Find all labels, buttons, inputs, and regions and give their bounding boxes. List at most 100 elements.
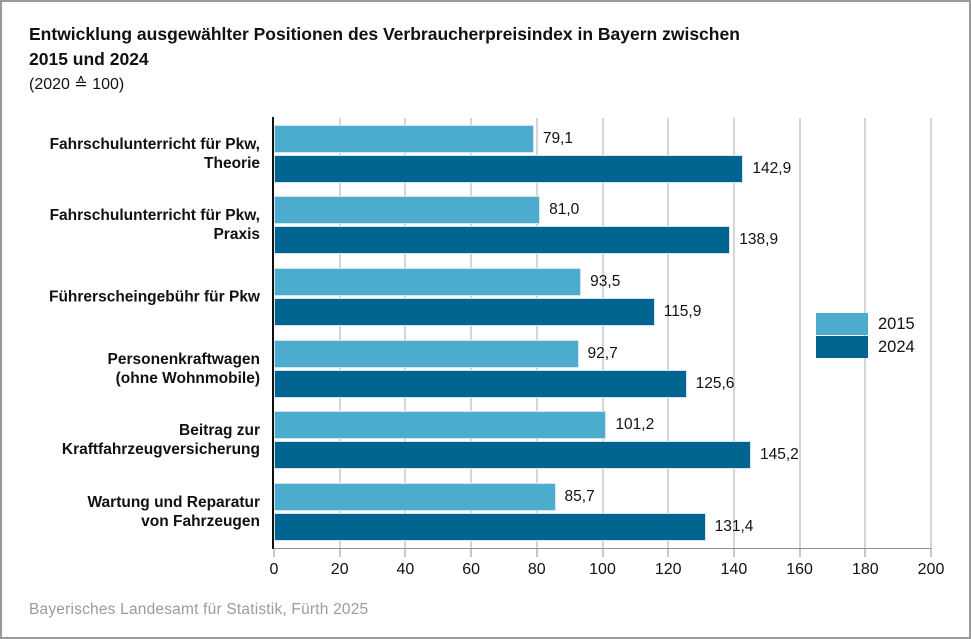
bar-2024	[274, 154, 744, 183]
legend: 2015 2024	[816, 313, 915, 359]
x-axis: 0 20 40 60 80 100 120 140 160 180 200	[270, 548, 944, 582]
chart-subtitle: (2020 ≙ 100)	[29, 76, 125, 93]
bar-line: 81,0	[274, 196, 931, 225]
bar-pair: 93,5 115,9	[274, 261, 931, 333]
bar-group: Personenkraftwagen (ohne Wohnmobile) 92,7 1…	[108, 333, 931, 405]
bar-2015	[274, 411, 607, 440]
gridline	[470, 118, 472, 548]
x-tick-label: 20	[330, 561, 349, 578]
bar-line: 85,7	[274, 483, 931, 512]
bar-line: 93,5	[274, 268, 931, 297]
bar-2015	[274, 196, 541, 225]
bar-group: Führerscheingebühr für Pkw 93,5 115,9	[49, 261, 931, 333]
x-tick	[404, 548, 406, 557]
x-tick	[864, 548, 866, 557]
x-tick	[273, 548, 275, 557]
bar-value-label: 115,9	[663, 303, 702, 321]
bar-line: 92,7	[274, 339, 931, 368]
bar-pair: 101,2 145,2	[274, 405, 931, 477]
chart-title-line2: 2015 und 2024	[29, 49, 149, 69]
gridline	[799, 118, 801, 548]
x-tick	[667, 548, 669, 557]
bar-line: 145,2	[274, 441, 931, 470]
bar-line: 142,9	[274, 154, 931, 183]
bar-line: 101,2	[274, 411, 931, 440]
footer-source: Bayerisches Landesamt für Statistik, Für…	[29, 601, 369, 618]
gridline	[536, 118, 538, 548]
gridline	[733, 118, 735, 548]
bar-group: Wartung und Reparatur von Fahrzeugen 85,7 1…	[87, 476, 931, 548]
category-label: Wartung und Reparatur von Fahrzeugen	[87, 494, 260, 531]
legend-item-2015: 2015	[816, 313, 915, 335]
category-label: Führerscheingebühr für Pkw	[48, 288, 260, 306]
category-label: Beitrag zur Kraftfahrzeugversicherung	[61, 422, 260, 459]
x-tick-label: 140	[720, 561, 748, 578]
bar-2015	[274, 124, 534, 153]
bar-line: 138,9	[274, 226, 931, 255]
bar-2024	[274, 441, 751, 470]
x-tick-label: 100	[589, 561, 616, 578]
bar-value-label: 81,0	[549, 201, 580, 219]
gridline	[930, 118, 932, 548]
bar-value-label: 85,7	[564, 488, 595, 506]
x-tick-label: 120	[654, 561, 682, 578]
x-tick	[733, 548, 735, 557]
gridline	[667, 118, 669, 548]
gridline	[602, 118, 603, 548]
bar-2024	[274, 369, 687, 398]
bar-2015	[274, 339, 579, 368]
bar-2024	[274, 298, 655, 327]
x-tick	[602, 548, 603, 557]
bar-value-label: 138,9	[739, 231, 779, 249]
legend-label: 2024	[878, 337, 915, 356]
y-axis-line	[272, 117, 274, 549]
bar-value-label: 142,9	[752, 159, 792, 177]
bar-value-label: 131,4	[714, 518, 754, 536]
gridline	[339, 118, 341, 548]
bar-line: 115,9	[274, 298, 931, 327]
bar-2015	[274, 483, 556, 512]
bar-pair: 79,1 142,9	[274, 118, 931, 190]
x-tick-label: 0	[269, 561, 279, 578]
category-label: Fahrschulunterricht für Pkw, Praxis	[49, 207, 260, 244]
bar-2015	[274, 268, 582, 297]
x-tick	[470, 548, 472, 557]
bar-2024	[274, 513, 706, 542]
chart-title-line1: Entwicklung ausgewählter Positionen des …	[29, 24, 740, 44]
x-tick-label: 180	[851, 561, 879, 578]
legend-swatch	[816, 313, 868, 335]
title-block: Entwicklung ausgewählter Positionen des …	[29, 22, 740, 97]
bar-value-label: 145,2	[759, 446, 799, 464]
bar-pair: 81,0 138,9	[274, 190, 931, 262]
category-label: Personenkraftwagen (ohne Wohnmobile)	[107, 350, 260, 387]
gridline	[404, 118, 406, 548]
bar-value-label: 125,6	[695, 374, 735, 392]
x-tick	[799, 548, 801, 557]
x-tick-label: 80	[527, 561, 546, 578]
legend-label: 2015	[878, 314, 915, 333]
x-tick	[536, 548, 538, 557]
bar-2024	[274, 226, 731, 255]
bar-line: 131,4	[274, 513, 931, 542]
x-tick	[930, 548, 932, 557]
bar-group: Fahrschulunterricht für Pkw, Praxis 81,0 13…	[50, 190, 931, 262]
x-tick-label: 200	[917, 561, 945, 578]
bar-line: 125,6	[274, 369, 931, 398]
legend-item-2024: 2024	[816, 336, 915, 358]
x-tick-label: 40	[396, 561, 415, 578]
x-tick-label: 160	[786, 561, 813, 578]
bar-value-label: 93,5	[590, 273, 621, 291]
x-tick-label: 60	[462, 561, 480, 578]
bar-value-label: 79,1	[542, 129, 573, 147]
bar-line: 79,1	[274, 124, 931, 153]
bar-group: Beitrag zur Kraftfahrzeugversicherung 101,…	[62, 405, 931, 477]
legend-swatch	[816, 336, 868, 358]
bar-pair: 92,7 125,6	[274, 333, 931, 405]
bar-group: Fahrschulunterricht für Pkw, Theorie 79,1 1…	[50, 118, 931, 190]
bar-value-label: 101,2	[615, 416, 655, 434]
plot-area: Fahrschulunterricht für Pkw, Theorie 79,1 1…	[49, 118, 932, 548]
bar-pair: 85,7 131,4	[274, 476, 931, 548]
category-label: Fahrschulunterricht für Pkw, Theorie	[49, 135, 260, 172]
bar-value-label: 92,7	[587, 344, 618, 362]
